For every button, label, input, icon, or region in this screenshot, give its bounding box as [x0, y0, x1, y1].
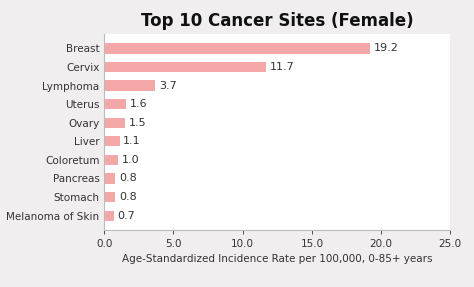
Bar: [104, 80, 155, 91]
Bar: [104, 43, 370, 54]
Bar: [104, 210, 114, 221]
Bar: [104, 173, 115, 184]
Text: 19.2: 19.2: [374, 43, 398, 53]
Text: 3.7: 3.7: [159, 81, 177, 91]
Title: Top 10 Cancer Sites (Female): Top 10 Cancer Sites (Female): [141, 12, 414, 30]
Bar: [104, 136, 119, 146]
Text: 0.7: 0.7: [118, 211, 135, 221]
Bar: [104, 192, 115, 202]
Text: 0.8: 0.8: [119, 192, 137, 202]
Text: 1.1: 1.1: [123, 136, 141, 146]
Text: 0.8: 0.8: [119, 173, 137, 183]
Text: 1.5: 1.5: [128, 118, 146, 128]
Y-axis label: Cancer Site: Cancer Site: [0, 100, 1, 164]
Bar: [104, 118, 125, 128]
Text: 1.0: 1.0: [121, 155, 139, 165]
X-axis label: Age-Standardized Incidence Rate per 100,000, 0-85+ years: Age-Standardized Incidence Rate per 100,…: [122, 254, 433, 264]
Bar: [104, 62, 266, 72]
Text: 11.7: 11.7: [270, 62, 294, 72]
Bar: [104, 99, 127, 109]
Text: 1.6: 1.6: [130, 99, 147, 109]
Bar: [104, 155, 118, 165]
